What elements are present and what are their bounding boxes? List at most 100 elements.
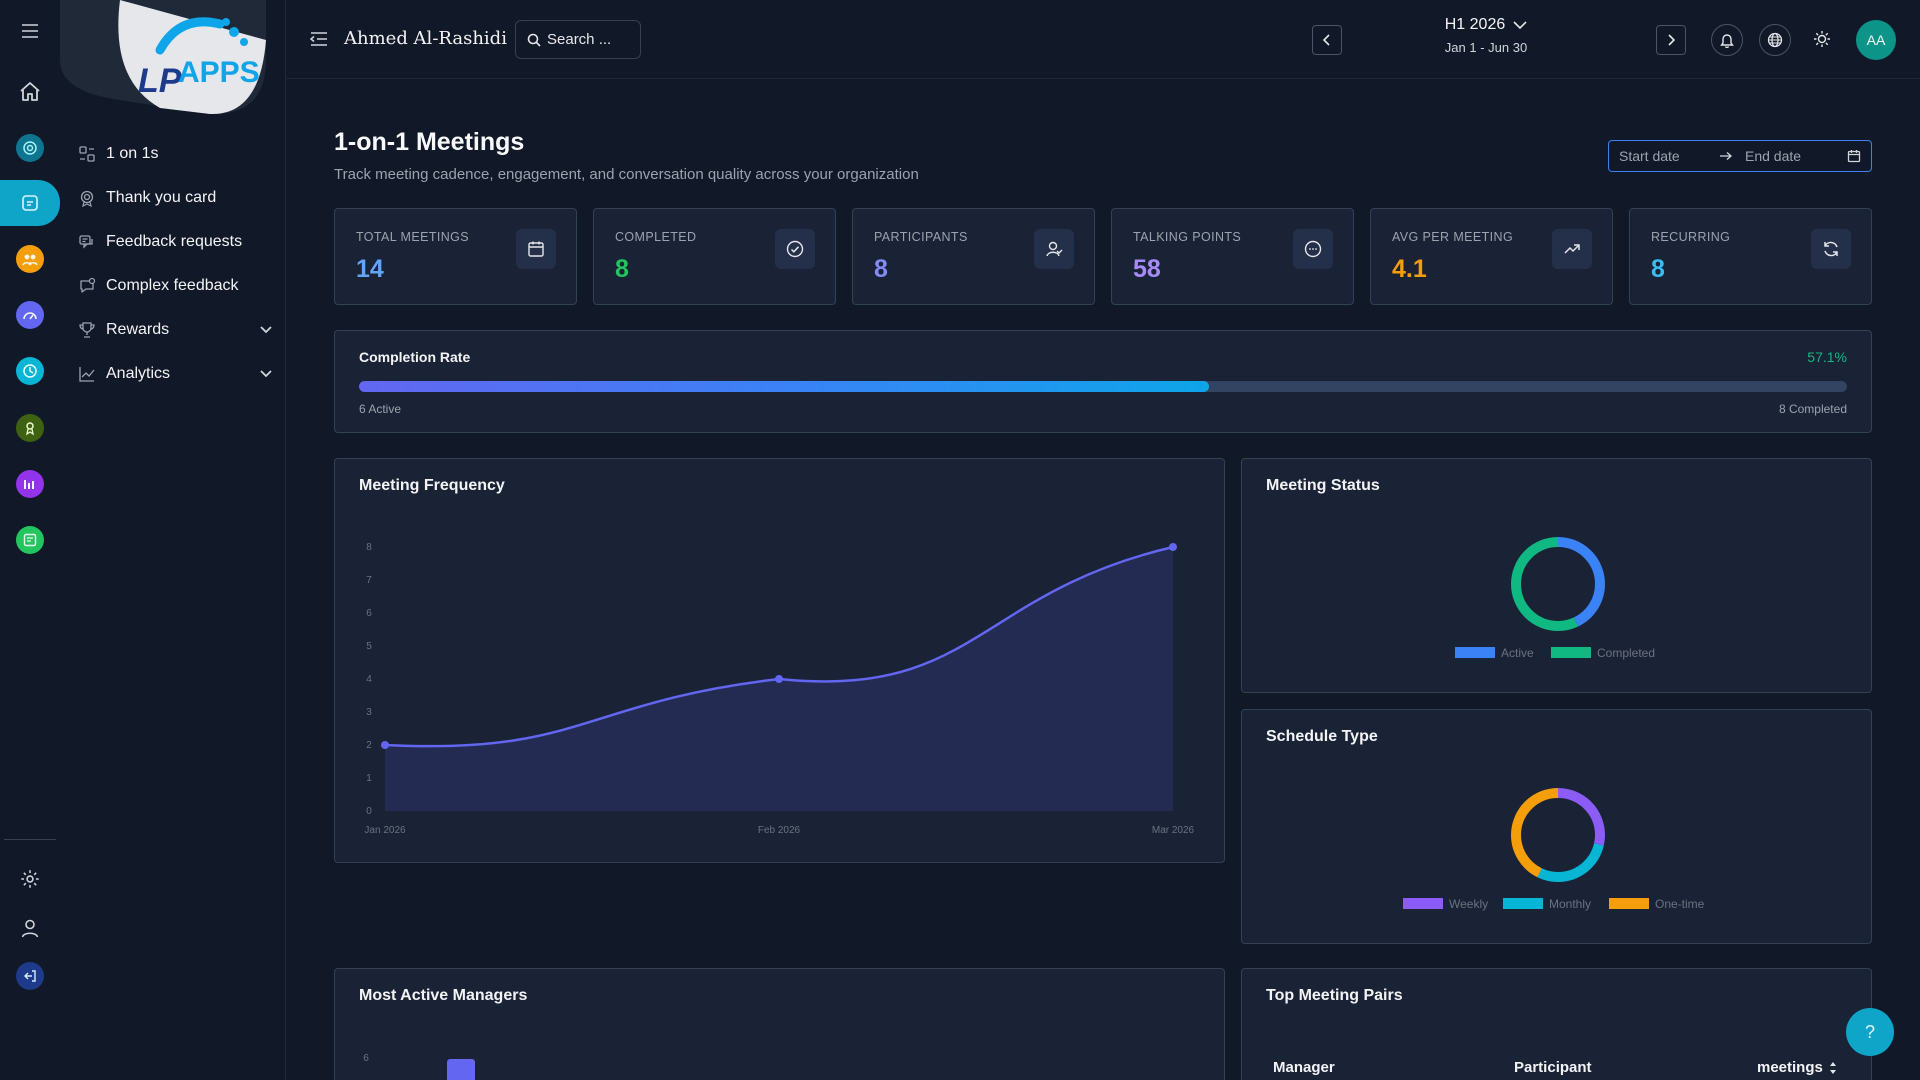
stat-value: 8 — [1651, 255, 1665, 283]
bar — [447, 1059, 475, 1080]
menu-icon[interactable] — [0, 8, 60, 54]
stat-value: 14 — [356, 255, 384, 283]
avatar[interactable]: AA — [1856, 20, 1896, 60]
sidebar-item-label: 1 on 1s — [106, 145, 159, 162]
collapse-sidebar-icon[interactable] — [309, 31, 328, 52]
start-date-input[interactable]: Start date — [1619, 148, 1680, 164]
user-icon[interactable] — [0, 905, 60, 951]
settings-icon[interactable] — [0, 856, 60, 902]
period-selector[interactable]: H1 2026 Jan 1 - Jun 30 — [1416, 16, 1556, 55]
slice-completed — [1511, 537, 1605, 631]
stat-label: RECURRING — [1651, 230, 1731, 244]
stat-card-total-meetings: TOTAL MEETINGS 14 — [334, 208, 577, 305]
completion-rate-card: Completion Rate 57.1% 6 Active 8 Complet… — [334, 330, 1872, 433]
legend-swatch — [1551, 647, 1591, 658]
chevron-right-icon — [1668, 34, 1675, 46]
people-icon — [79, 146, 95, 162]
chevron-down-icon[interactable] — [260, 326, 272, 334]
legend-label: Completed — [1597, 646, 1655, 660]
calendar-icon — [516, 229, 556, 269]
stat-label: PARTICIPANTS — [874, 230, 968, 244]
app-logo[interactable]: LP APPS — [60, 0, 266, 116]
chevron-down-icon — [1513, 20, 1527, 29]
sidebar-item-complex-feedback[interactable]: Complex feedback — [74, 264, 278, 308]
sidebar-item-1on1s[interactable]: 1 on 1s — [74, 132, 278, 176]
target-icon[interactable] — [0, 125, 60, 171]
logout-icon[interactable] — [0, 953, 60, 999]
sidebar-item-label: Complex feedback — [106, 277, 239, 294]
chevron-down-icon[interactable] — [260, 370, 272, 378]
card-title: Top Meeting Pairs — [1266, 987, 1403, 1004]
end-date-input[interactable]: End date — [1745, 148, 1802, 164]
sidebar-item-label: Feedback requests — [106, 233, 243, 250]
sidebar-item-thank-you-card[interactable]: Thank you card — [74, 176, 278, 220]
sidebar-item-rewards[interactable]: Rewards — [74, 308, 278, 352]
sidebar-item-label: Thank you card — [106, 189, 217, 206]
completion-title: Completion Rate — [359, 349, 471, 365]
y-tick-label: 1 — [366, 773, 372, 784]
bell-icon — [1720, 34, 1734, 48]
legend-swatch — [1455, 647, 1495, 658]
arrow-right-icon — [1719, 148, 1745, 164]
stat-card-avg-per-meeting: AVG PER MEETING 4.1 — [1370, 208, 1613, 305]
globe-icon — [1767, 32, 1783, 48]
column-header-meetings[interactable]: meetings — [1757, 1059, 1837, 1076]
stat-label: COMPLETED — [615, 230, 697, 244]
people-icon[interactable] — [0, 236, 60, 282]
stat-label: AVG PER MEETING — [1392, 230, 1514, 244]
most-active-managers-chart: 6 — [363, 1053, 475, 1080]
period-title: H1 2026 — [1444, 16, 1506, 33]
period-range: Jan 1 - Jun 30 — [1444, 40, 1528, 55]
data-point — [775, 675, 783, 683]
chat-icon — [80, 277, 96, 293]
help-button[interactable]: ? — [1846, 1008, 1894, 1056]
data-point — [1169, 543, 1177, 551]
home-icon[interactable] — [0, 69, 60, 115]
column-header-manager[interactable]: Manager — [1273, 1059, 1335, 1076]
theme-toggle-icon[interactable] — [1813, 30, 1831, 53]
user-name: Ahmed Al-Rashidi — [344, 28, 507, 49]
top-bar: Ahmed Al-Rashidi Search ... H1 2026 Jan … — [286, 0, 1920, 79]
chart-icon[interactable] — [0, 461, 60, 507]
sidebar-menu: 1 on 1s Thank you card Feedback requests… — [74, 132, 278, 396]
sidebar-item-feedback-requests[interactable]: Feedback requests — [74, 220, 278, 264]
search-input[interactable]: Search ... — [515, 20, 641, 59]
message-icon — [1293, 229, 1333, 269]
stat-label: TOTAL MEETINGS — [356, 230, 470, 244]
card-title: Most Active Managers — [359, 987, 528, 1004]
completion-progress-bar — [359, 381, 1847, 392]
page-subtitle: Track meeting cadence, engagement, and c… — [334, 166, 919, 183]
stat-value: 4.1 — [1392, 255, 1427, 283]
card-title: Meeting Frequency — [359, 477, 505, 494]
most-active-managers-card: Most Active Managers 6 — [334, 968, 1225, 1080]
feedback-icon[interactable] — [0, 180, 60, 226]
icon-rail — [0, 0, 60, 1080]
sidebar-item-analytics[interactable]: Analytics — [74, 352, 278, 396]
date-range-picker[interactable]: Start date End date — [1608, 140, 1872, 172]
search-icon — [527, 33, 541, 47]
award-icon[interactable] — [0, 405, 60, 451]
y-tick-label: 6 — [363, 1053, 369, 1064]
notifications-button[interactable] — [1711, 24, 1743, 56]
sidebar-item-label: Rewards — [106, 321, 170, 338]
y-tick-label: 5 — [366, 641, 372, 652]
column-header-participant[interactable]: Participant — [1514, 1059, 1592, 1076]
language-button[interactable] — [1759, 24, 1791, 56]
gauge-icon[interactable] — [0, 292, 60, 338]
stat-label: TALKING POINTS — [1133, 230, 1242, 244]
stat-card-talking-points: TALKING POINTS 58 — [1111, 208, 1354, 305]
y-tick-label: 7 — [366, 575, 372, 586]
x-tick-label: Feb 2026 — [758, 825, 801, 836]
next-period-button[interactable] — [1656, 25, 1686, 55]
logo-prefix: LP — [138, 62, 182, 100]
meeting-frequency-card: Meeting Frequency 0 1 2 3 4 5 6 7 8 Jan 2026 Feb 2… — [334, 458, 1225, 863]
slice-one-time — [1511, 788, 1605, 882]
previous-period-button[interactable] — [1312, 25, 1342, 55]
clock-icon[interactable] — [0, 348, 60, 394]
board-icon[interactable] — [0, 517, 60, 563]
legend-label: Monthly — [1549, 897, 1591, 911]
y-tick-label: 3 — [366, 707, 372, 718]
schedule-type-card: Schedule Type Weekly Monthly One-time — [1241, 709, 1872, 944]
completion-progress-fill — [359, 381, 1209, 392]
sort-icon — [1829, 1061, 1836, 1074]
